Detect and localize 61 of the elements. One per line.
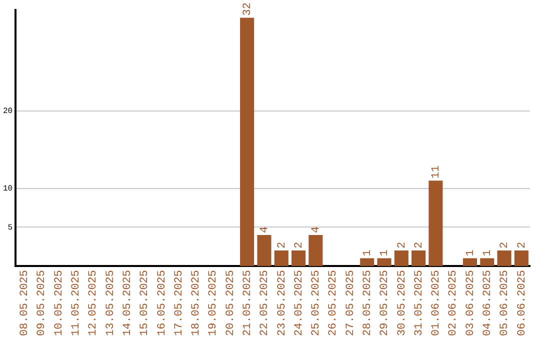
x-tick-label: 01.06.2025: [430, 270, 443, 336]
x-tick-label: 16.05.2025: [156, 270, 168, 336]
data-label: 2: [293, 242, 306, 248]
y-tick-label: 5: [8, 223, 13, 232]
bar: [497, 250, 512, 266]
data-label: 4: [259, 226, 272, 233]
x-tick-label: 25.05.2025: [310, 270, 323, 336]
x-tick-label: 12.05.2025: [88, 270, 100, 336]
y-tick-label: 10: [2, 184, 13, 194]
bar: [257, 234, 272, 266]
x-tick-label: 22.05.2025: [259, 270, 272, 336]
data-label: 32: [242, 2, 254, 16]
data-label: 1: [464, 249, 477, 256]
x-tick-label: 10.05.2025: [53, 270, 66, 336]
data-label: 4: [310, 226, 323, 233]
x-tick-label: 15.05.2025: [139, 270, 152, 336]
bar: [308, 234, 323, 266]
bar: [394, 250, 408, 266]
data-label: 1: [379, 249, 392, 256]
x-tick-label: 20.05.2025: [224, 270, 237, 336]
x-tick-label: 27.05.2025: [344, 270, 357, 336]
bar: [274, 250, 288, 266]
bar: [240, 18, 254, 266]
x-tick-label: 21.05.2025: [242, 270, 254, 336]
bar: [360, 258, 374, 266]
x-tick-label: 31.05.2025: [413, 270, 426, 336]
x-tick-label: 23.05.2025: [276, 270, 288, 336]
x-tick-label: 29.05.2025: [379, 270, 392, 336]
x-tick-label: 08.05.2025: [19, 270, 32, 336]
x-tick-label: 03.06.2025: [464, 270, 477, 336]
data-label: 11: [430, 165, 443, 179]
data-label: 1: [482, 249, 494, 256]
data-label: 2: [276, 242, 288, 248]
bar: [480, 258, 494, 266]
data-label: 2: [396, 242, 408, 248]
x-tick-label: 06.06.2025: [516, 270, 528, 336]
x-tick-label: 28.05.2025: [362, 270, 374, 336]
bar: [428, 180, 443, 266]
x-tick-label: 02.06.2025: [448, 270, 460, 336]
bar: [514, 250, 528, 266]
x-tick-label: 11.05.2025: [70, 270, 83, 336]
data-label: 2: [413, 242, 426, 248]
x-tick-label: 19.05.2025: [208, 270, 220, 336]
x-tick-label: 13.05.2025: [104, 270, 117, 336]
bar: [462, 258, 478, 266]
bar: [377, 258, 392, 266]
x-tick-label: 09.05.2025: [36, 270, 48, 336]
y-tick-label: 20: [2, 106, 13, 116]
x-tick-label: 26.05.2025: [328, 270, 340, 336]
x-tick-label: 14.05.2025: [122, 270, 134, 336]
x-tick-label: 24.05.2025: [293, 270, 306, 336]
data-label: 1: [362, 249, 374, 256]
data-label: 2: [499, 242, 512, 248]
x-tick-label: 17.05.2025: [173, 270, 186, 336]
bar: [291, 250, 306, 266]
data-label: 2: [516, 242, 528, 248]
x-tick-label: 18.05.2025: [190, 270, 203, 336]
x-tick-label: 04.06.2025: [482, 270, 494, 336]
x-tick-label: 05.06.2025: [499, 270, 512, 336]
bar: [412, 250, 426, 266]
x-tick-label: 30.05.2025: [396, 270, 408, 336]
